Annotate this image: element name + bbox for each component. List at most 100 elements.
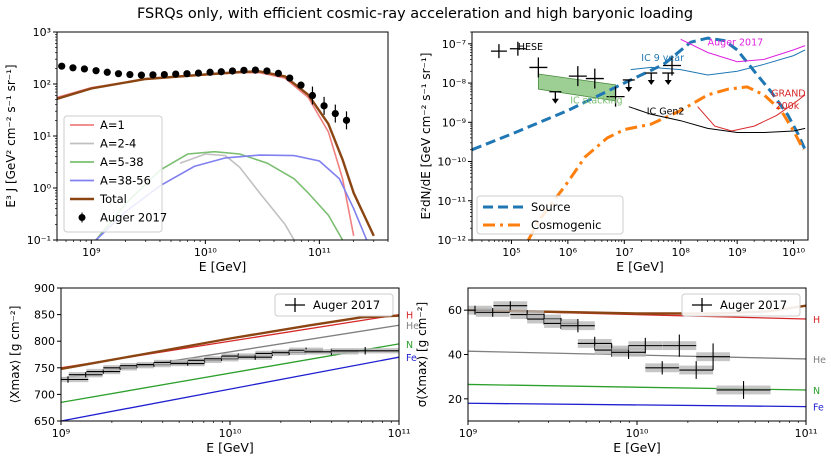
- species-label-n: N: [813, 386, 820, 397]
- auger-point: [126, 70, 134, 79]
- y-tick-label: 750: [34, 362, 55, 375]
- upper-limit-arrow: [664, 80, 672, 86]
- sigma-panel: H He N Fe 10⁹ 10¹⁰ 10¹¹ 20 40 60 E [GeV] σ(Xmax) [g…: [415, 287, 826, 455]
- legend-box: [63, 115, 163, 233]
- y-tick-label: 10⁰: [33, 182, 52, 195]
- x-tick-label: 10⁵: [502, 246, 520, 259]
- auger-point: [172, 70, 180, 78]
- auger-point: [206, 68, 214, 76]
- annotation: GRAND: [771, 89, 806, 100]
- x-tick-label: 10¹⁰: [219, 427, 242, 440]
- y-axis-label: E²dN/dE [GeV cm⁻² s⁻¹ sr⁻¹]: [419, 53, 433, 220]
- y-tick-label: 900: [34, 282, 55, 295]
- legend-box: [681, 293, 801, 317]
- y-tick-label: 10⁻¹¹: [437, 195, 466, 208]
- series-total: [57, 70, 375, 237]
- xmax-legend: Auger 2017: [274, 293, 394, 317]
- species-line-fe: [468, 402, 806, 408]
- x-tick-label: 10¹¹: [308, 246, 331, 259]
- auger-point: [308, 91, 317, 100]
- species-label-he: He: [406, 321, 419, 332]
- sigma-series: [468, 301, 806, 408]
- legend-label: Auger 2017: [313, 298, 380, 312]
- auger-point: [240, 66, 248, 74]
- legend-label: Cosmogenic: [531, 218, 601, 232]
- y-tick-label: 10²: [33, 78, 51, 91]
- auger-point: [183, 70, 191, 78]
- auger-point: [103, 68, 111, 76]
- annotation: IC Gen2: [647, 106, 685, 117]
- auger-point: [194, 69, 203, 77]
- species-label-h: H: [406, 311, 413, 322]
- legend-label: Auger 2017: [720, 298, 787, 312]
- spectrum-legend: A=1 A=2-4 A=5-38 A=38-56 Total Auger 2017: [63, 115, 167, 233]
- y-tick-label: 850: [34, 309, 55, 322]
- auger-point: [228, 67, 237, 75]
- legend-label: Auger 2017: [100, 211, 167, 225]
- x-tick-label: 10⁹: [82, 246, 100, 259]
- legend-label: A=5-38: [100, 155, 144, 169]
- spectrum-panel: 10⁹ 10¹⁰ 10¹¹ 10⁻¹ 10⁰ 10¹ 10² 10³ E [GeV] E³ J […: [4, 26, 389, 274]
- x-tick-label: 10¹⁰: [782, 246, 805, 259]
- upper-limit-arrow: [551, 98, 559, 104]
- series-auger-2017: [680, 38, 806, 63]
- species-label-n: N: [406, 340, 413, 351]
- legend-label: Source: [531, 200, 571, 214]
- upper-limit-arrow: [625, 86, 633, 92]
- auger-point: [331, 109, 339, 118]
- species-label-fe: Fe: [406, 353, 417, 364]
- auger-point: [263, 67, 271, 75]
- y-axis-label: σ(Xmax) [g cm⁻²]: [415, 302, 429, 407]
- legend-label: A=1: [100, 118, 125, 132]
- figure-title: FSRQs only, with efficient cosmic-ray ac…: [137, 6, 693, 22]
- y-axis-label: E³ J [GeV² cm⁻² s⁻¹ sr⁻¹]: [4, 64, 18, 207]
- y-tick-label: 10⁻¹⁰: [437, 156, 466, 169]
- x-axis-label: E [GeV]: [613, 440, 661, 455]
- x-tick-label: 10⁶: [559, 246, 578, 259]
- auger-point: [160, 70, 168, 79]
- legend-label: A=38-56: [100, 174, 151, 188]
- x-tick-label: 10⁹: [728, 246, 746, 259]
- y-tick-label: 10⁻⁷: [442, 38, 466, 51]
- x-tick-label: 10⁷: [615, 246, 633, 259]
- series-cosmogenic: [527, 85, 805, 240]
- y-tick-label: 20: [448, 393, 462, 406]
- x-axis-label: E [GeV]: [206, 440, 254, 455]
- species-label-he: He: [813, 355, 826, 366]
- series-a-2-4: [179, 153, 295, 240]
- model-line: [61, 314, 399, 371]
- y-tick-label: 10⁻¹: [27, 234, 51, 247]
- y-tick-label: 40: [448, 349, 462, 362]
- y-tick-label: 60: [448, 304, 462, 317]
- plot-frame: [471, 31, 809, 241]
- annotation: IC stacking: [570, 96, 622, 107]
- x-tick-label: 10⁸: [672, 246, 691, 259]
- species-label-fe: Fe: [813, 403, 824, 414]
- x-tick-label: 10¹⁰: [626, 427, 649, 440]
- legend-label: Total: [99, 192, 127, 206]
- neutrino-series: HESE IC 9 year Auger 2017 IC stacking IC Gen…: [472, 36, 807, 240]
- x-tick-label: 10⁹: [52, 427, 70, 440]
- y-tick-label: 700: [34, 388, 55, 401]
- auger-point: [92, 67, 100, 75]
- annotation: IC 9 year: [641, 53, 684, 64]
- auger-point: [69, 64, 77, 72]
- legend-label: A=2-4: [100, 137, 136, 151]
- auger-point: [217, 68, 225, 76]
- auger-point: [297, 81, 305, 89]
- auger-point: [137, 71, 146, 79]
- series-ic-gen2: [628, 106, 806, 133]
- neutrino-panel: HESE IC 9 year Auger 2017 IC stacking IC Gen…: [419, 31, 809, 274]
- annotation: 200k: [776, 101, 800, 112]
- xmax-series: [61, 313, 399, 421]
- x-axis-label: E [GeV]: [199, 259, 247, 274]
- auger-point: [274, 69, 282, 77]
- y-tick-label: 10⁻⁸: [442, 77, 467, 90]
- neutrino-legend: Source Cosmogenic: [476, 195, 624, 235]
- annotation: HESE: [518, 42, 543, 53]
- x-tick-label: 10¹¹: [795, 427, 818, 440]
- x-axis-label: E [GeV]: [616, 259, 664, 274]
- series-ic-9-year: [630, 49, 806, 76]
- auger-point: [80, 65, 89, 73]
